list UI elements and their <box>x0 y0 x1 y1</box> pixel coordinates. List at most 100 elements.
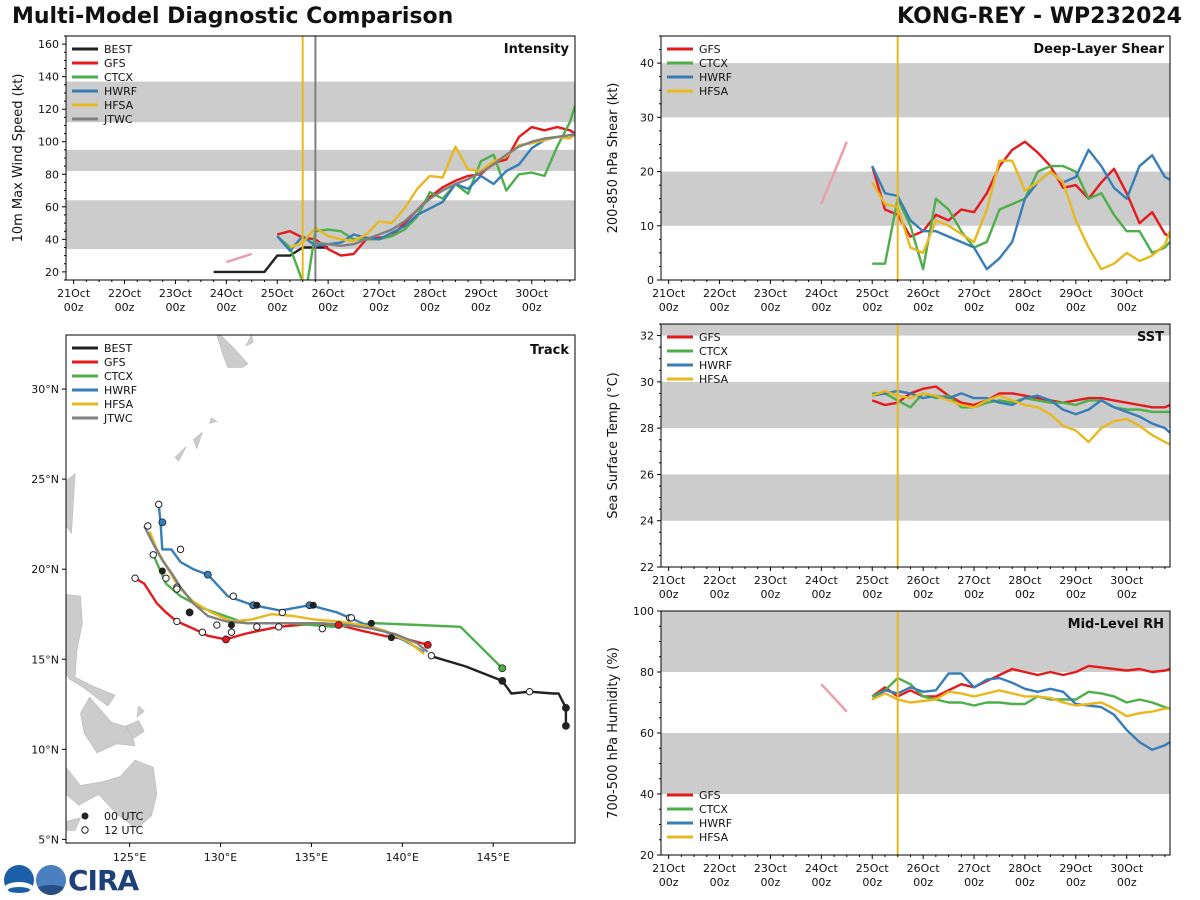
track-point-00utc <box>158 518 167 527</box>
track-point-12utc <box>173 585 181 593</box>
sst-plot-area <box>661 324 1170 567</box>
land-mass <box>66 473 76 535</box>
track-plot-area <box>66 335 570 831</box>
rh-xtick-label: 30Oct <box>1110 862 1144 875</box>
rh-ytick-label: 40 <box>640 788 654 801</box>
sst-ytick-label: 30 <box>640 376 654 389</box>
track-point-00utc <box>423 640 432 649</box>
chart-track: 125°E 130°E 135°E 140°E 145°E 5°N 10°N 15°N 20°N… <box>31 334 576 864</box>
track-xtick-label: 145°E <box>476 851 509 864</box>
track-point-12utc <box>176 545 185 554</box>
sst-band-0 <box>661 474 1170 521</box>
shear-xtick-label: 00z <box>964 301 984 314</box>
chart-rh: 2040608010021Oct00z22Oct00z23Oct00z24Oct… <box>606 605 1171 889</box>
shear-xtick-label: 23Oct <box>754 287 788 300</box>
rh-xtick-label: 22Oct <box>703 862 737 875</box>
chart-sst: 22242628303221Oct00z22Oct00z23Oct00z24Oc… <box>606 323 1171 601</box>
shear-xtick-label: 00z <box>1117 301 1137 314</box>
intensity-band-2 <box>66 81 575 123</box>
sst-xtick-label: 23Oct <box>754 574 788 587</box>
track-legend-label: JTWC <box>103 412 133 425</box>
sst-xtick-label: 29Oct <box>1059 574 1093 587</box>
rh-xtick-label: 00z <box>1117 876 1137 889</box>
track-legend-label: HFSA <box>104 398 134 411</box>
rh-legend-label: CTCX <box>699 803 728 816</box>
track-point-00utc <box>367 619 375 627</box>
track-point-12utc <box>162 574 170 582</box>
page-title: Multi-Model Diagnostic Comparison <box>12 4 454 29</box>
sst-frame <box>660 323 1171 568</box>
track-point-12utc <box>131 574 139 582</box>
intensity-xtick-label: 00z <box>318 301 338 314</box>
intensity-xtick-label: 27Oct <box>363 287 397 300</box>
intensity-legend-label: GFS <box>104 57 126 70</box>
sst-legend-label: HWRF <box>699 359 732 372</box>
rh-legend-label: HFSA <box>699 831 729 844</box>
land-mass <box>66 594 116 707</box>
sst-xtick-label: 00z <box>1117 588 1137 601</box>
shear-xtick-label: 00z <box>1066 301 1086 314</box>
shear-xtick-label: 28Oct <box>1008 287 1042 300</box>
track-series-jtwc <box>143 525 429 653</box>
rh-xtick-label: 00z <box>811 876 831 889</box>
shear-xtick-label: 22Oct <box>703 287 737 300</box>
sst-xtick-label: 21Oct <box>652 574 686 587</box>
legend-00utc-marker <box>81 812 89 820</box>
intensity-xtick-label: 24Oct <box>210 287 244 300</box>
track-ytick-label: 20°N <box>31 563 59 576</box>
rh-xtick-label: 21Oct <box>652 862 686 875</box>
intensity-xtick-label: 00z <box>64 301 84 314</box>
land-mass <box>245 335 254 347</box>
shear-xtick-label: 00z <box>811 301 831 314</box>
rh-xtick-label: 00z <box>710 876 730 889</box>
rh-ytick-label: 100 <box>633 605 654 618</box>
track-point-12utc <box>253 623 261 631</box>
track-point-12utc <box>274 623 283 631</box>
track-legend-label: CTCX <box>104 370 133 383</box>
legend-12utc-label: 12 UTC <box>104 824 144 837</box>
sst-band-1 <box>661 381 1170 429</box>
land-mass <box>66 817 82 831</box>
sst-xtick-label: 30Oct <box>1110 574 1144 587</box>
shear-band-1 <box>661 63 1170 118</box>
shear-xtick-label: 27Oct <box>958 287 992 300</box>
rh-legend-label: HWRF <box>699 817 732 830</box>
shear-xtick-label: 00z <box>913 301 933 314</box>
sst-ytick-label: 22 <box>640 561 654 574</box>
track-point-12utc <box>427 651 436 660</box>
rh-xtick-label: 27Oct <box>958 862 992 875</box>
track-series-best <box>429 654 568 726</box>
track-point-00utc <box>227 621 235 629</box>
track-point-00utc <box>203 570 212 579</box>
track-point-12utc <box>278 608 287 617</box>
rh-xtick-label: 00z <box>862 876 882 889</box>
track-point-12utc <box>155 500 163 509</box>
rh-xtick-label: 26Oct <box>907 862 941 875</box>
intensity-xtick-label: 00z <box>420 301 440 314</box>
sst-ytick-label: 24 <box>640 515 654 528</box>
sst-xtick-label: 28Oct <box>1008 574 1042 587</box>
sst-xtick-label: 26Oct <box>907 574 941 587</box>
shear-xtick-label: 26Oct <box>907 287 941 300</box>
intensity-ytick-label: 160 <box>38 38 59 51</box>
track-point-00utc <box>562 722 570 730</box>
shear-xtick-label: 00z <box>761 301 781 314</box>
track-ytick-label: 30°N <box>31 383 59 396</box>
logos: CIRA <box>4 863 139 897</box>
sst-xtick-label: 27Oct <box>958 574 992 587</box>
rh-xtick-label: 00z <box>913 876 933 889</box>
shear-legend-label: HWRF <box>699 71 732 84</box>
cira-logo: CIRA <box>68 863 139 897</box>
land-mass <box>66 759 158 829</box>
shear-xtick-label: 24Oct <box>805 287 839 300</box>
track-ytick-label: 10°N <box>31 743 59 756</box>
legend-00utc-label: 00 UTC <box>104 810 144 823</box>
rh-xtick-label: 28Oct <box>1008 862 1042 875</box>
shear-xtick-label: 29Oct <box>1059 287 1093 300</box>
shear-ytick-label: 40 <box>640 57 654 70</box>
land-mass <box>192 431 203 450</box>
track-frame <box>65 334 576 844</box>
track-point-12utc <box>347 614 356 622</box>
